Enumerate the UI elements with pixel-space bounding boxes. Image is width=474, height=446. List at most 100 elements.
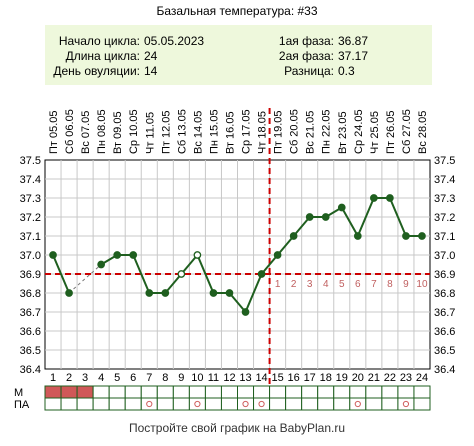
y-tick-left: 37.2 xyxy=(20,212,41,224)
date-label: Сб 20.05 xyxy=(289,109,301,154)
y-tick-right: 37.2 xyxy=(434,212,455,224)
y-tick-left: 36.7 xyxy=(20,307,41,319)
day-number: 17 xyxy=(304,372,316,384)
date-label: Сб 27.05 xyxy=(401,109,413,154)
day-number: 3 xyxy=(82,372,88,384)
y-tick-right: 37.3 xyxy=(434,193,455,205)
temp-point xyxy=(353,232,362,240)
day-number: 12 xyxy=(223,372,235,384)
info-left-value: 05.05.2023 xyxy=(144,34,204,48)
date-label: Пн 15.05 xyxy=(208,109,220,154)
day-number: 5 xyxy=(114,372,120,384)
temp-point xyxy=(370,194,378,202)
pa-marker xyxy=(402,400,410,408)
temp-point xyxy=(289,232,298,240)
temp-point xyxy=(161,289,170,297)
temp-point xyxy=(129,251,138,259)
y-tick-right: 37.5 xyxy=(434,155,455,167)
day-number: 6 xyxy=(130,372,136,384)
luteal-day-label: 3 xyxy=(307,279,313,290)
date-label: Сб 13.05 xyxy=(176,109,188,154)
menses-cell xyxy=(220,385,238,399)
date-label: Ср 24.05 xyxy=(353,109,365,154)
day-number: 21 xyxy=(368,372,380,384)
pa-cell xyxy=(92,397,110,411)
date-label: Вс 14.05 xyxy=(192,111,204,154)
pa-marker xyxy=(242,400,249,408)
day-number: 14 xyxy=(255,372,267,384)
y-tick-left: 36.4 xyxy=(20,364,41,376)
y-tick-left: 37.3 xyxy=(20,193,41,205)
date-label: Чт 25.05 xyxy=(369,111,381,154)
date-label: Чт 11.05 xyxy=(144,112,156,154)
footer-link[interactable]: Постройте свой график на BabyPlan.ru xyxy=(129,421,345,435)
pa-cell xyxy=(204,397,222,411)
y-tick-right: 36.7 xyxy=(434,307,455,319)
pa-cell xyxy=(269,397,287,411)
temp-point xyxy=(225,289,234,297)
menses-cell xyxy=(140,385,158,399)
pa-cell xyxy=(76,397,94,411)
pa-cell xyxy=(413,397,431,411)
chart-title: Базальная температура: #33 xyxy=(156,4,317,18)
temp-point xyxy=(321,213,330,221)
date-label: Вт 16.05 xyxy=(224,111,236,154)
temp-segment xyxy=(388,197,407,237)
pa-cell xyxy=(60,397,78,411)
date-label: Пт 12.05 xyxy=(160,110,172,154)
day-number: 1 xyxy=(50,372,56,384)
luteal-day-label: 9 xyxy=(403,279,409,290)
pa-marker xyxy=(194,400,201,408)
menses-cell xyxy=(237,385,255,399)
menses-cell xyxy=(76,385,94,399)
pa-cell xyxy=(349,397,367,411)
pa-cell xyxy=(108,397,126,411)
info-right-value: 37.17 xyxy=(338,49,368,63)
menses-cell xyxy=(92,385,110,399)
pa-marker xyxy=(354,400,361,408)
pa-cell xyxy=(301,397,319,411)
luteal-day-label: 8 xyxy=(387,279,393,290)
info-right-value: 0.3 xyxy=(338,64,355,78)
day-number: 13 xyxy=(239,372,251,384)
temp-segment xyxy=(132,254,151,294)
date-label: Пт 26.05 xyxy=(385,110,397,154)
temp-point xyxy=(49,251,57,259)
menses-cell xyxy=(124,385,142,399)
y-tick-right: 36.5 xyxy=(434,345,455,357)
menses-cell xyxy=(60,385,78,399)
day-number: 2 xyxy=(66,372,72,384)
day-number: 15 xyxy=(271,372,283,384)
info-left-label: День овуляции: xyxy=(53,64,140,78)
temp-point xyxy=(193,251,202,259)
day-number: 10 xyxy=(191,372,203,384)
y-tick-right: 36.9 xyxy=(434,269,455,281)
pa-cell xyxy=(124,397,142,411)
y-tick-left: 36.8 xyxy=(20,288,41,300)
luteal-day-label: 5 xyxy=(339,279,345,290)
temp-point xyxy=(402,232,410,240)
pa-marker xyxy=(146,400,153,408)
temp-point xyxy=(257,270,266,278)
date-label: Пт 19.05 xyxy=(273,110,285,154)
temp-segment xyxy=(228,292,247,313)
info-left-label: Начало цикла: xyxy=(59,34,140,48)
menses-cell xyxy=(317,385,335,399)
temp-segment xyxy=(52,254,70,294)
date-label: Вт 09.05 xyxy=(112,111,124,154)
menses-cell xyxy=(365,385,383,399)
day-number: 24 xyxy=(416,372,428,384)
date-label: Пт 05.05 xyxy=(48,110,60,154)
info-left-value: 14 xyxy=(144,64,158,78)
day-number: 23 xyxy=(400,372,412,384)
pa-marker xyxy=(258,400,265,408)
temp-point xyxy=(337,203,346,212)
date-label: Пн 08.05 xyxy=(96,109,108,154)
day-number: 16 xyxy=(288,372,300,384)
date-label: Вс 07.05 xyxy=(80,111,92,154)
y-tick-left: 37.0 xyxy=(20,250,41,262)
temp-point xyxy=(97,260,105,269)
info-right-value: 36.87 xyxy=(338,34,368,48)
